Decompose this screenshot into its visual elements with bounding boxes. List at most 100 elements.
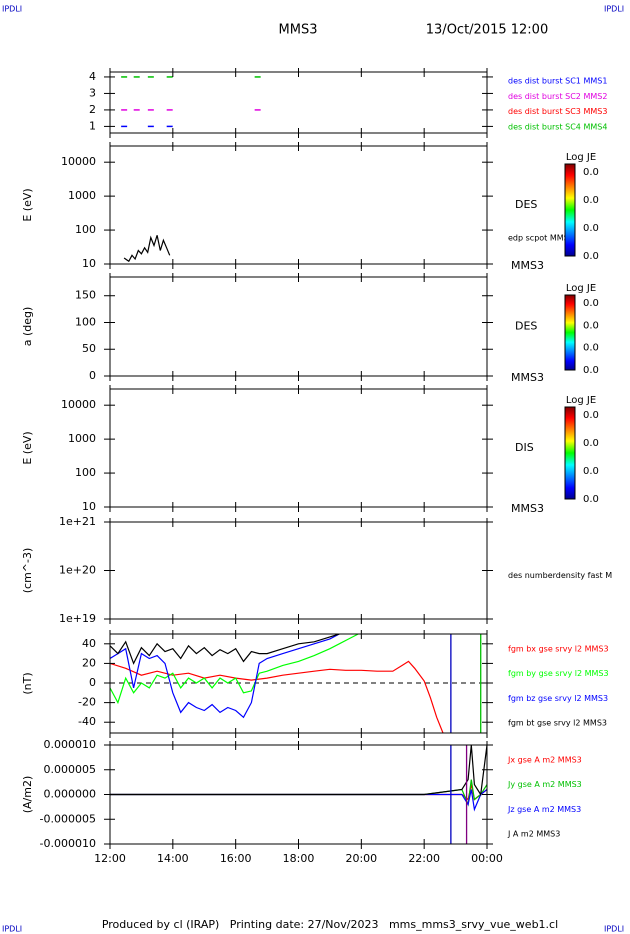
panel-data [121,76,261,128]
spacecraft-label: MMS3 [511,259,544,272]
y-axis-label: (nT) [21,672,34,694]
series-line [110,789,487,812]
legend-entry: des dist burst SC1 MMS1 [508,77,607,86]
y-axis-label: E (eV) [21,431,34,464]
y-tick-label: 1e+21 [59,515,96,528]
y-tick-label: -40 [78,715,96,728]
legend-entry: fgm bt gse srvy l2 MMS3 [508,719,607,728]
y-tick-label: 1000 [68,189,96,202]
footer: Produced by cl (IRAP) Printing date: 27/… [102,918,558,931]
y-tick-label: 100 [75,223,96,236]
legend-entry: fgm bx gse srvy l2 MMS3 [508,644,609,653]
y-tick-label: 10000 [61,155,96,168]
panel-frame [109,633,488,734]
colorbar-title: Log JE [566,283,596,294]
series-line [110,779,487,807]
y-tick-label: -0.000010 [40,837,96,850]
y-tick-label: 1e+20 [59,564,96,577]
colorbar-tick-label: 0.0 [583,494,599,505]
y-tick-label: -0.000005 [40,812,96,825]
y-tick-label: 10 [82,500,96,513]
y-axis-label: a (deg) [21,307,34,347]
corner-label: IPDLI [2,925,22,934]
colorbar [564,294,576,371]
series-line [110,634,340,665]
colorbar-tick-label: 0.0 [583,251,599,262]
colorbar-tick-label: 0.0 [583,365,599,376]
x-tick-label: 18:00 [283,852,315,865]
colorbar-tick-label: 0.0 [583,298,599,309]
corner-label: IPDLI [604,5,624,14]
y-tick-label: 4 [89,70,96,83]
y-tick-label: 40 [82,637,96,650]
legend-entry: fgm by gse srvy l2 MMS3 [508,669,609,678]
date: 13/Oct/2015 12:00 [426,23,548,38]
x-tick-label: 20:00 [345,852,377,865]
panel-frame [109,145,488,265]
panel-frame [109,71,488,134]
series-line [110,634,359,705]
legend-entry: des dist burst SC4 MMS4 [508,122,607,131]
y-tick-label: 100 [75,466,96,479]
y-tick-label: -20 [78,696,96,709]
y-tick-label: 0 [89,676,96,689]
legend-entry: fgm bz gse srvy l2 MMS3 [508,694,608,703]
y-tick-label: 1e+19 [59,612,96,625]
overlay-label: des numberdensity fast M [508,571,612,580]
colorbar-title: Log JE [566,152,596,163]
x-tick-label: 00:00 [471,852,503,865]
colorbar-title: Log JE [566,395,596,406]
y-tick-label: 2 [89,103,96,116]
panel-data [123,235,171,263]
x-tick-label: 14:00 [157,852,189,865]
y-tick-label: 3 [89,86,96,99]
y-tick-label: 1 [89,119,96,132]
series-line [110,784,487,801]
panel-frame [109,388,488,508]
title: MMS3 [279,23,318,38]
y-axis-label: E (eV) [21,188,34,221]
y-tick-label: 1000 [68,432,96,445]
legend-entry: Jy gse A m2 MMS3 [507,780,582,789]
corner-label: IPDLI [2,5,22,14]
panels: 1 2 3 4 des dist burst SC1 MMS1 des dist burs… [21,68,612,865]
corner-label: IPDLI [604,925,624,934]
y-tick-label: 10 [82,257,96,270]
y-tick-label: 10000 [61,398,96,411]
colorbar [564,406,576,500]
instrument-label: DES [515,198,537,211]
colorbar [564,163,576,257]
series-line [110,745,487,797]
series-line [123,235,171,263]
y-tick-label: 150 [75,289,96,302]
colorbar-tick-label: 0.0 [583,466,599,477]
y-tick-label: 0.000010 [44,738,97,751]
y-axis-label: (A/m2) [21,776,34,814]
y-tick-label: 20 [82,656,96,669]
y-axis-label: (cm^-3) [21,548,34,594]
instrument-label: DIS [515,441,534,454]
y-tick-label: 100 [75,315,96,328]
colorbar-tick-label: 0.0 [583,438,599,449]
spacecraft-label: MMS3 [511,371,544,384]
instrument-label: DES [515,320,537,333]
spacecraft-label: MMS3 [511,502,544,515]
legend-entry: J A m2 MMS3 [507,830,560,839]
panel-data [110,745,487,844]
colorbar-tick-label: 0.0 [583,343,599,354]
legend-entry: des dist burst SC3 MMS3 [508,107,607,116]
colorbar-tick-label: 0.0 [583,410,599,421]
x-tick-label: 12:00 [94,852,126,865]
panel-frame [109,744,488,845]
y-tick-label: 50 [82,342,96,355]
y-tick-label: 0.000005 [44,763,97,776]
x-tick-label: 16:00 [220,852,252,865]
legend-entry: des dist burst SC2 MMS2 [508,92,607,101]
panel-frame [109,521,488,620]
y-tick-label: 0.000000 [44,788,97,801]
y-tick-label: 0 [89,369,96,382]
series-line [110,660,444,733]
colorbar-tick-label: 0.0 [583,195,599,206]
x-tick-label: 22:00 [408,852,440,865]
